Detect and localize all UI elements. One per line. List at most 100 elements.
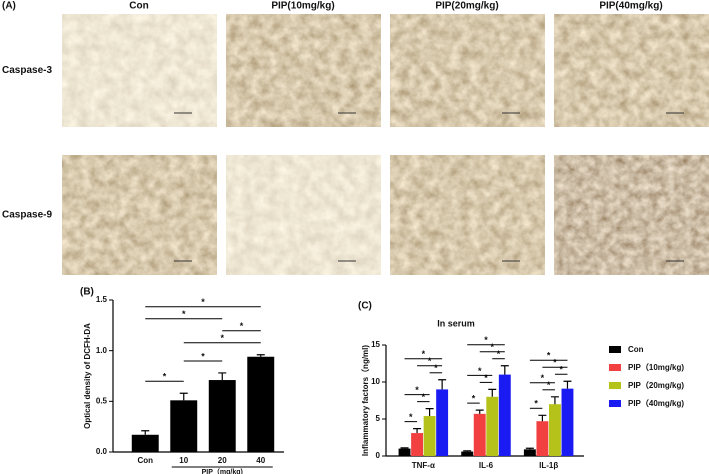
significance-star: *: [220, 333, 224, 343]
significance-star: *: [484, 373, 488, 383]
bar: [436, 389, 449, 456]
x-tick-label: IL-1β: [539, 461, 558, 470]
y-tick-label: 0: [376, 451, 381, 460]
significance-star: *: [163, 372, 167, 382]
legend-label: PIP（10mg/kg): [628, 362, 684, 372]
error-bar: [488, 388, 497, 397]
bar: [536, 421, 549, 456]
error-bar: [463, 450, 472, 452]
micrograph: [226, 155, 381, 275]
y-tick-label: 0.5: [96, 396, 108, 405]
bar: [461, 451, 474, 456]
error-bar: [179, 392, 188, 401]
x-tick-label: 40: [256, 456, 265, 465]
significance-star: *: [428, 356, 432, 366]
bar: [131, 434, 159, 452]
error-bar: [550, 396, 559, 405]
column-label: PIP(40mg/kg): [599, 1, 662, 12]
micrograph: [554, 155, 709, 275]
significance-star: *: [547, 380, 551, 390]
significance-star: *: [240, 321, 244, 331]
error-bar: [525, 447, 534, 450]
significance-star: *: [547, 351, 551, 361]
x-tick-label: 20: [218, 456, 227, 465]
y-tick-label: 0.0: [96, 447, 108, 456]
bar: [486, 396, 499, 456]
column-label: PIP(10mg/kg): [271, 1, 334, 12]
y-tick-label: 10: [371, 377, 380, 386]
bar: [208, 380, 236, 452]
bar: [473, 413, 486, 456]
micrograph: [62, 14, 217, 127]
legend-swatch: [609, 364, 621, 371]
row-label: Caspase-3: [2, 65, 52, 76]
row-label: Caspase-9: [2, 210, 52, 221]
error-bar: [413, 428, 422, 434]
error-bar: [500, 365, 509, 375]
error-bar: [563, 380, 572, 389]
x-tick-label: IL-6: [479, 461, 494, 470]
significance-star: *: [478, 366, 482, 376]
panel-label: (B): [80, 287, 94, 298]
significance-star: *: [559, 365, 563, 375]
significance-star: *: [182, 309, 186, 319]
significance-star: *: [409, 412, 413, 422]
x-tick-label: Con: [137, 456, 153, 465]
legend-swatch: [609, 382, 621, 389]
y-axis-label: Optical density of DCFH-DA: [83, 323, 92, 429]
error-bar: [141, 430, 150, 435]
error-bar: [218, 372, 227, 381]
x-axis-label: PIP（mg/kg): [202, 468, 243, 474]
bar: [561, 388, 574, 456]
x-tick-label: 10: [179, 456, 188, 465]
micrograph: [390, 155, 545, 275]
error-bar: [438, 379, 447, 390]
bar: [170, 400, 198, 452]
significance-star: *: [541, 373, 545, 383]
micrograph: [226, 14, 381, 127]
bar: [523, 449, 536, 456]
legend-label: PIP（20mg/kg): [628, 380, 684, 390]
bar: [411, 433, 424, 456]
significance-star: *: [472, 393, 476, 403]
y-tick-label: 1.0: [96, 346, 108, 355]
micrograph: [62, 155, 217, 275]
panel-label: (A): [2, 1, 16, 12]
x-tick-label: TNF-α: [412, 461, 435, 470]
bar: [548, 404, 561, 456]
significance-star: *: [422, 349, 426, 359]
micrograph: [390, 14, 545, 127]
legend-label: PIP（40mg/kg): [628, 398, 684, 408]
y-tick-label: 1.5: [96, 295, 108, 304]
chart-title: In serum: [437, 318, 475, 328]
significance-star: *: [553, 358, 557, 368]
significance-star: *: [434, 363, 438, 373]
significance-star: *: [497, 349, 501, 359]
micrograph: [554, 14, 709, 127]
bar: [398, 448, 411, 456]
column-label: Con: [129, 1, 148, 12]
legend-swatch: [609, 346, 621, 353]
error-bar: [256, 354, 265, 357]
significance-star: *: [484, 335, 488, 345]
error-bar: [425, 408, 434, 417]
significance-star: *: [534, 399, 538, 409]
error-bar: [538, 414, 547, 422]
error-bar: [475, 409, 484, 414]
significance-star: *: [201, 297, 205, 307]
y-tick-label: 15: [371, 340, 380, 349]
bar: [498, 374, 511, 456]
significance-star: *: [422, 392, 426, 402]
panel-label: (C): [358, 301, 372, 312]
error-bar: [400, 447, 409, 449]
bar: [247, 356, 275, 452]
legend-label: Con: [628, 345, 644, 354]
legend-swatch: [609, 400, 621, 407]
significance-star: *: [415, 385, 419, 395]
y-axis-label: Inflammatory factors（ng/ml): [360, 345, 370, 456]
y-tick-label: 5: [376, 414, 381, 423]
bar: [423, 416, 436, 456]
significance-star: *: [491, 342, 495, 352]
significance-star: *: [201, 351, 205, 361]
